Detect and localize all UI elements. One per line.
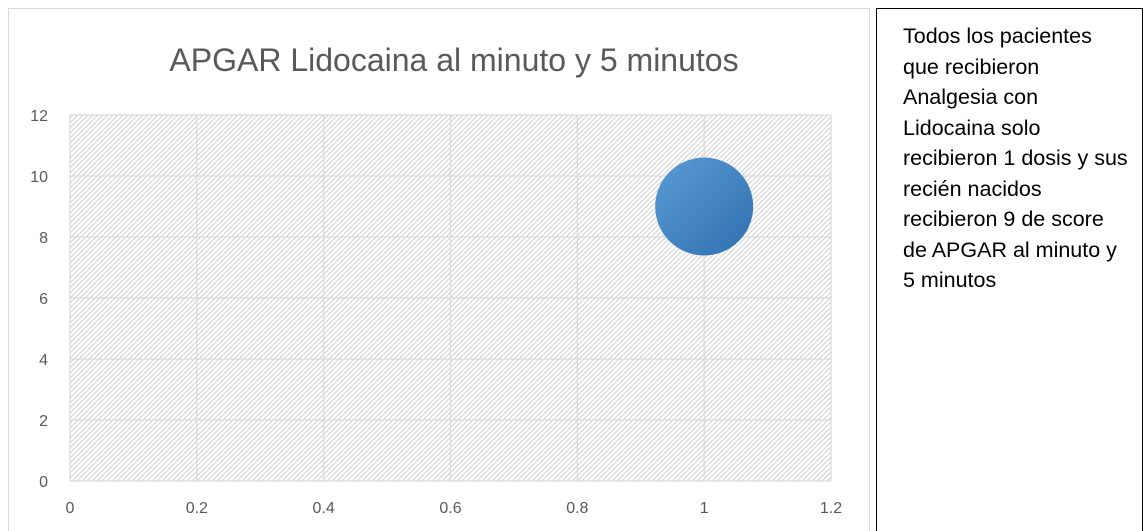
x-tick-label: 0 [66,500,75,517]
x-axis-ticks: 0 0.2 0.4 0.6 0.8 1 1.2 [66,500,843,517]
x-tick-label: 1.2 [820,500,842,517]
y-tick-label: 8 [39,230,48,247]
x-tick-label: 0.4 [313,500,335,517]
x-tick-label: 1 [700,500,709,517]
note-box: Todos los pacientes que recibieron Analg… [876,8,1143,531]
x-tick-label: 0.2 [186,500,208,517]
data-point [655,157,754,256]
data-points [655,157,754,256]
scatter-chart: APGAR Lidocaina al minuto y 5 minutos 0 2… [30,42,843,517]
y-tick-label: 10 [30,169,48,186]
x-tick-label: 0.6 [439,500,461,517]
y-axis-ticks: 0 2 4 6 8 10 12 [30,108,48,491]
x-tick-label: 0.8 [566,500,588,517]
grid-lines [69,114,832,482]
y-tick-label: 2 [39,413,48,430]
y-tick-label: 6 [39,291,48,308]
chart-title: APGAR Lidocaina al minuto y 5 minutos [169,42,738,78]
y-tick-label: 12 [30,108,48,125]
y-tick-label: 4 [39,352,48,369]
note-text: Todos los pacientes que recibieron Analg… [903,24,1128,292]
y-tick-label: 0 [39,474,48,491]
chart-frame: APGAR Lidocaina al minuto y 5 minutos 0 2… [8,8,870,531]
